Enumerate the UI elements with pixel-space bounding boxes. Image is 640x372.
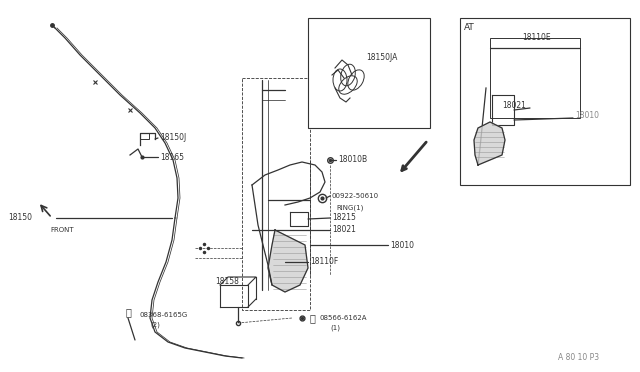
Text: 18215: 18215 — [332, 214, 356, 222]
Bar — [140, 133, 149, 139]
Text: FRONT: FRONT — [50, 227, 74, 233]
Bar — [242, 78, 310, 310]
Text: 18150: 18150 — [8, 214, 32, 222]
Text: 18021: 18021 — [332, 225, 356, 234]
Polygon shape — [268, 230, 308, 292]
Text: 00922-50610: 00922-50610 — [332, 193, 379, 199]
Text: RING(1): RING(1) — [336, 205, 364, 211]
Text: 18010: 18010 — [575, 110, 599, 119]
Bar — [308, 18, 430, 128]
Text: 18150JA: 18150JA — [366, 54, 397, 62]
Bar — [490, 38, 580, 118]
Text: 08566-6162A: 08566-6162A — [320, 315, 367, 321]
Text: 18110E: 18110E — [522, 33, 550, 42]
Bar — [460, 18, 630, 185]
Text: 18110F: 18110F — [310, 257, 339, 266]
Text: 18010B: 18010B — [338, 155, 367, 164]
Text: Ⓢ: Ⓢ — [125, 307, 131, 317]
Text: 18150J: 18150J — [160, 134, 186, 142]
Text: Ⓢ: Ⓢ — [309, 313, 315, 323]
Text: 18010: 18010 — [390, 241, 414, 250]
Text: A 80 10 P3: A 80 10 P3 — [558, 353, 599, 362]
Text: 18021: 18021 — [502, 100, 526, 109]
Text: (1): (1) — [330, 325, 340, 331]
Text: 18158: 18158 — [215, 278, 239, 286]
Text: 18165: 18165 — [160, 153, 184, 161]
Text: AT: AT — [464, 23, 475, 32]
Text: (2): (2) — [150, 322, 160, 328]
Text: 08368-6165G: 08368-6165G — [140, 312, 188, 318]
Polygon shape — [474, 122, 505, 165]
